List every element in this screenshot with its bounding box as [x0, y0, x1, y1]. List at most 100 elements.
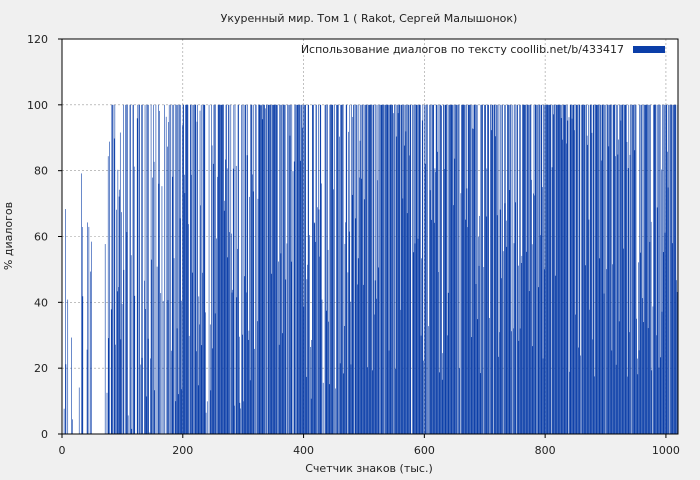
bar [471, 337, 473, 434]
bar [587, 144, 589, 434]
bar [420, 104, 421, 434]
bar [629, 154, 631, 434]
bar [344, 325, 345, 434]
bar [441, 379, 443, 434]
bar [438, 272, 439, 434]
bar [455, 104, 457, 434]
bar [251, 104, 253, 434]
bar [518, 340, 520, 434]
bar [319, 104, 321, 434]
bar [377, 180, 378, 434]
bar [592, 339, 593, 434]
bar [492, 104, 494, 434]
bar [546, 104, 548, 434]
bar [389, 104, 391, 434]
bar [287, 104, 288, 434]
bar [342, 104, 343, 434]
bar [463, 104, 465, 434]
bar [488, 317, 490, 434]
bar [279, 104, 281, 434]
bar [255, 104, 256, 434]
bar [504, 203, 506, 434]
bar [158, 104, 159, 434]
bar [202, 104, 204, 434]
bar [252, 174, 253, 434]
bar [638, 350, 640, 434]
bar [520, 262, 522, 434]
bar [620, 120, 622, 435]
bar [397, 104, 398, 434]
bar [628, 104, 630, 434]
bar [401, 104, 403, 434]
bar [664, 232, 666, 434]
bar [414, 243, 416, 434]
bar [566, 143, 567, 435]
bar [310, 346, 311, 434]
bar [319, 256, 320, 434]
bar [234, 104, 236, 434]
bar [246, 155, 248, 434]
bar [305, 104, 306, 434]
bar [175, 401, 177, 434]
bar [559, 104, 560, 434]
bar [320, 104, 322, 434]
bar [385, 104, 387, 434]
bar [474, 104, 476, 434]
bar [669, 104, 671, 434]
bar [434, 168, 436, 435]
legend: Использование диалогов по тексту coollib… [301, 43, 665, 56]
bar [400, 309, 401, 434]
bar [446, 104, 447, 434]
bar [652, 306, 654, 434]
bar [658, 104, 659, 434]
bar [485, 216, 487, 434]
bar [655, 104, 657, 434]
bar [635, 104, 636, 434]
bar [447, 335, 448, 434]
bar [647, 104, 648, 434]
bar [623, 248, 624, 434]
bar [126, 232, 128, 434]
bar [379, 104, 380, 434]
bar [508, 104, 510, 434]
bar [210, 390, 212, 434]
bar [234, 405, 235, 434]
bar [141, 357, 143, 434]
bar [464, 104, 465, 434]
bar [494, 104, 496, 434]
bar [173, 258, 175, 434]
bar [645, 104, 646, 434]
bar [608, 146, 610, 434]
bar [590, 104, 592, 434]
bar [240, 408, 241, 434]
bar [630, 104, 632, 434]
bar [523, 104, 524, 434]
bar [670, 104, 672, 434]
bar [88, 226, 90, 434]
x-tick-label: 200 [172, 444, 193, 457]
x-tick-label: 600 [414, 444, 435, 457]
bar [150, 104, 152, 434]
bar [261, 119, 263, 435]
bar [431, 104, 433, 434]
bar [545, 104, 546, 434]
bar [130, 104, 131, 434]
bar [467, 227, 468, 434]
bar [403, 104, 404, 434]
bar [519, 104, 520, 434]
bar [547, 104, 549, 434]
bar [186, 104, 188, 434]
bar [348, 131, 349, 435]
bar [345, 104, 347, 434]
bar [650, 221, 652, 434]
bar [507, 104, 508, 434]
bar [356, 104, 358, 434]
bar [360, 178, 362, 434]
bar [241, 104, 242, 434]
bar [322, 382, 324, 434]
bar [63, 408, 65, 434]
bar [505, 104, 506, 434]
bar [406, 213, 408, 434]
bar [363, 284, 364, 434]
bar [519, 328, 521, 434]
